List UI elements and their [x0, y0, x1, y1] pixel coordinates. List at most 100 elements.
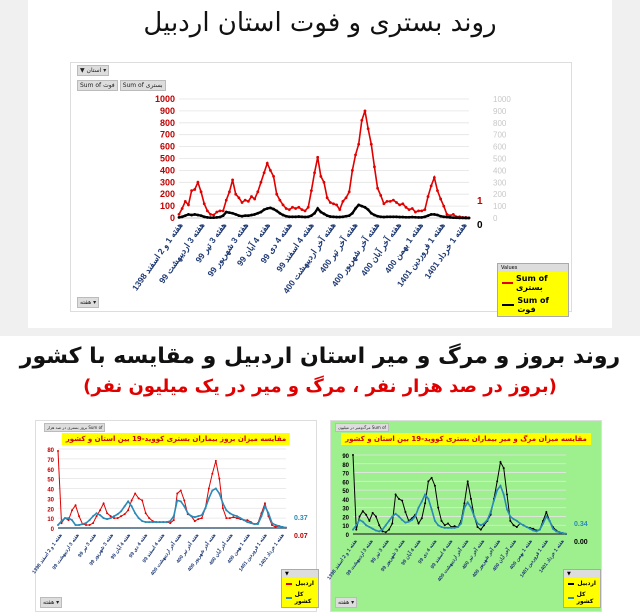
chart-incidence-comparison: بروز بستری در صد هزار Sum of مقایسه میزا…	[31, 420, 319, 612]
axis-week-button[interactable]: هفته ▾	[77, 297, 100, 308]
legend-item-hospitalized[interactable]: Sum of بستری	[498, 272, 568, 294]
data-point	[120, 515, 123, 518]
data-point	[180, 215, 184, 219]
data-point	[423, 208, 427, 212]
data-point	[193, 213, 197, 216]
legend-item-ardabil[interactable]: اردبیل	[564, 578, 600, 589]
data-point	[374, 515, 377, 518]
data-point	[376, 186, 379, 190]
data-point	[447, 522, 450, 525]
legend-item-country[interactable]: کل کشور	[564, 589, 600, 607]
data-point	[509, 515, 512, 518]
data-point	[430, 476, 433, 479]
data-point	[432, 213, 436, 216]
data-point	[95, 515, 98, 518]
data-point	[479, 524, 482, 527]
data-point	[235, 515, 238, 518]
data-point	[361, 520, 364, 523]
section2-title: روند بروز و مرگ و میر استان اردبیل و مقا…	[19, 344, 621, 369]
data-point	[215, 216, 219, 219]
axis-week-label: هفته	[338, 599, 350, 606]
data-point	[243, 214, 247, 218]
data-point	[232, 516, 235, 519]
data-point	[466, 480, 469, 483]
data-point	[190, 213, 194, 217]
data-point	[394, 512, 397, 515]
data-point	[542, 522, 545, 525]
data-point	[545, 511, 548, 514]
filter-label: استان	[86, 67, 102, 74]
legend-item-ardabil[interactable]: اردبیل	[282, 578, 318, 589]
data-point	[374, 529, 377, 532]
data-point	[67, 519, 70, 522]
data-point	[109, 517, 112, 520]
y-tick-label: 200	[160, 189, 175, 199]
data-point	[60, 520, 63, 523]
data-point	[469, 506, 472, 509]
field-button-hospitalized[interactable]: Sum of بستری	[119, 80, 166, 91]
data-point	[162, 521, 165, 524]
data-point	[193, 520, 196, 523]
y2-tick-label: 700	[493, 131, 507, 140]
field-button[interactable]: بروز بستری در صد هزار Sum of	[44, 423, 106, 432]
legend-label: کل کشور	[294, 591, 312, 605]
data-point	[303, 215, 307, 219]
field-button[interactable]: مرگ‌ومیر در میلیون Sum of	[335, 423, 389, 432]
y-tick-label: 50	[342, 489, 349, 495]
data-point	[218, 477, 221, 480]
data-point	[303, 209, 307, 213]
field-button-death[interactable]: Sum of فوت	[77, 80, 118, 91]
data-point	[176, 492, 179, 495]
data-point	[215, 210, 219, 214]
data-point	[545, 515, 548, 518]
data-point	[187, 203, 190, 207]
legend: Values Sum of بستری Sum of فوت	[497, 263, 569, 317]
data-point	[448, 216, 452, 219]
data-point	[270, 524, 273, 527]
data-point	[57, 449, 59, 452]
data-point	[458, 216, 461, 220]
data-point	[450, 526, 453, 529]
data-point	[414, 215, 417, 219]
data-point	[417, 216, 420, 219]
data-point	[263, 502, 266, 505]
data-point	[328, 215, 332, 218]
data-point	[328, 201, 332, 204]
data-point	[240, 214, 244, 218]
data-point	[313, 211, 316, 215]
y-tick-label: 40	[47, 488, 54, 494]
data-point	[177, 213, 181, 216]
data-point	[453, 525, 456, 528]
data-point	[451, 216, 455, 220]
data-point	[373, 165, 376, 169]
data-point	[202, 202, 206, 206]
data-point	[137, 517, 140, 520]
data-point	[332, 202, 335, 206]
data-point	[253, 213, 257, 216]
data-point	[365, 524, 368, 527]
data-point	[379, 193, 383, 197]
section2-subtitle: (بروز در صد هزار نفر ، مرگ و میر در یک م…	[83, 376, 557, 397]
data-point	[360, 119, 364, 122]
data-point	[350, 169, 354, 172]
data-point	[460, 522, 463, 525]
data-point	[221, 214, 225, 218]
data-point	[265, 161, 269, 165]
data-point	[204, 507, 207, 510]
data-point	[519, 522, 522, 525]
axis-week-button[interactable]: هفته ▾	[335, 597, 358, 608]
province-filter-button[interactable]: ▼ استان ▾	[77, 65, 110, 76]
data-point	[395, 201, 398, 204]
data-point	[551, 527, 554, 530]
data-point	[388, 519, 391, 522]
data-point	[360, 204, 364, 208]
data-point	[265, 207, 269, 210]
data-point	[420, 216, 424, 219]
data-point	[378, 524, 381, 527]
legend-item-death[interactable]: Sum of فوت	[498, 294, 568, 316]
data-point	[272, 174, 275, 178]
legend-item-country[interactable]: کل کشور	[282, 589, 318, 607]
data-point	[473, 515, 476, 518]
axis-week-button[interactable]: هفته ▾	[40, 597, 63, 608]
